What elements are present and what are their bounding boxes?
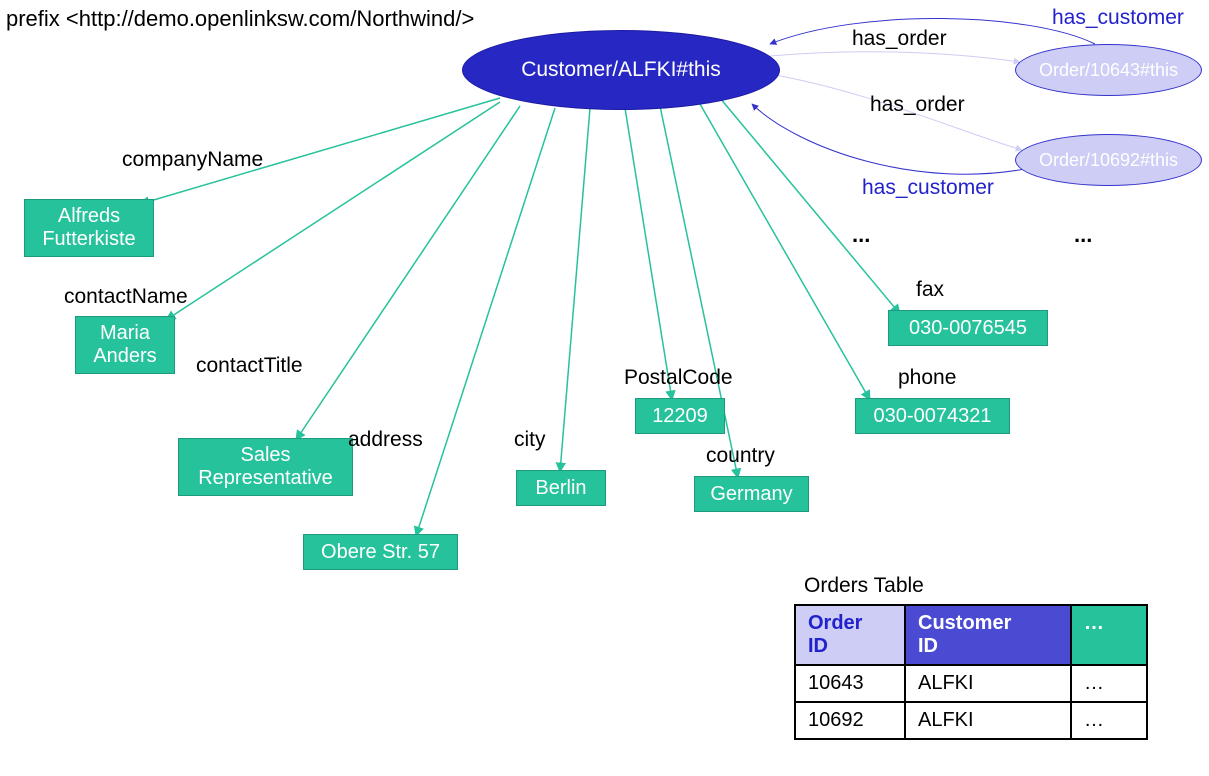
ellipsis-1: ... <box>1074 222 1092 248</box>
central-node: Customer/ALFKI#this <box>462 30 780 110</box>
cell-1-1: ALFKI <box>905 702 1071 739</box>
attr-label-phone: phone <box>898 366 956 390</box>
table-row: 10692ALFKI… <box>795 702 1147 739</box>
central-node-label: Customer/ALFKI#this <box>521 58 721 82</box>
order-node-0-label: Order/10643#this <box>1039 60 1178 81</box>
attr-box-contactTitle: Sales Representative <box>178 438 353 496</box>
attr-label-contactName: contactName <box>64 285 188 309</box>
attr-box-PostalCode: 12209 <box>635 398 725 434</box>
order-node-1: Order/10692#this <box>1015 134 1202 186</box>
edge-label-has-customer-1: has_customer <box>862 176 994 200</box>
prefix-text: prefix <http://demo.openlinksw.com/North… <box>6 6 474 32</box>
attr-label-fax: fax <box>916 278 944 302</box>
attr-label-PostalCode: PostalCode <box>624 366 733 390</box>
edge-label-has-order-1: has_order <box>870 93 965 117</box>
ellipsis-0: ... <box>852 222 870 248</box>
cell-0-2: … <box>1071 665 1147 702</box>
cell-0-1: ALFKI <box>905 665 1071 702</box>
cell-1-2: … <box>1071 702 1147 739</box>
attr-label-companyName: companyName <box>122 148 263 172</box>
order-node-0: Order/10643#this <box>1015 44 1202 96</box>
attr-label-country: country <box>706 444 775 468</box>
attr-box-address: Obere Str. 57 <box>303 534 458 570</box>
table-row: 10643ALFKI… <box>795 665 1147 702</box>
attr-box-phone: 030-0074321 <box>855 398 1010 434</box>
orders-table-grid: Order IDCustomer ID… 10643ALFKI…10692ALF… <box>794 604 1148 740</box>
attr-label-address: address <box>348 428 423 452</box>
attr-box-country: Germany <box>694 476 809 512</box>
order-node-1-label: Order/10692#this <box>1039 150 1178 171</box>
cell-1-0: 10692 <box>795 702 905 739</box>
attr-box-contactName: Maria Anders <box>75 316 175 374</box>
attr-label-contactTitle: contactTitle <box>196 354 303 378</box>
attr-label-city: city <box>514 428 546 452</box>
edge-label-has-customer-0: has_customer <box>1052 6 1184 30</box>
edge-label-has-order-0: has_order <box>852 27 947 51</box>
orders-table-title: Orders Table <box>804 574 1148 598</box>
orders-col-1: Customer ID <box>905 605 1071 665</box>
cell-0-0: 10643 <box>795 665 905 702</box>
orders-col-0: Order ID <box>795 605 905 665</box>
attr-box-companyName: Alfreds Futterkiste <box>24 199 154 257</box>
orders-col-2: … <box>1071 605 1147 665</box>
attr-box-fax: 030-0076545 <box>888 310 1048 346</box>
orders-table: Orders Table Order IDCustomer ID… 10643A… <box>794 574 1148 740</box>
attr-box-city: Berlin <box>516 470 606 506</box>
